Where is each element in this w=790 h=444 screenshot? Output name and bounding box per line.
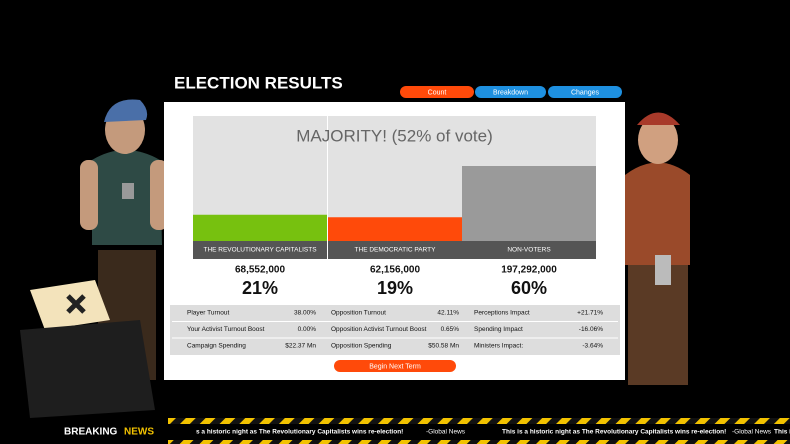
- title: ELECTION RESULTS: [174, 73, 343, 92]
- ticker-band: [0, 424, 790, 440]
- vote-share: 21%: [242, 278, 278, 298]
- bar-label-box: [328, 241, 462, 259]
- stat-value: 38.00%: [294, 310, 316, 317]
- vote-count: 197,292,000: [501, 265, 557, 276]
- ticker-label: BREAKING: [64, 427, 118, 438]
- stat-value: -16.06%: [579, 326, 603, 333]
- vote-share: 19%: [377, 278, 413, 298]
- party-name: NON-VOTERS: [507, 247, 551, 254]
- stat-value: $22.37 Mn: [285, 343, 316, 350]
- ticker-item: This is a hi: [774, 429, 790, 436]
- vote-share: 60%: [511, 278, 547, 298]
- vote-count: 62,156,000: [370, 265, 420, 276]
- tab-label[interactable]: Count: [428, 89, 447, 96]
- begin-button[interactable]: [334, 360, 456, 372]
- stat-value: $50.58 Mn: [428, 343, 459, 350]
- ticker-item: -Global News: [732, 429, 772, 436]
- stat-value: +21.71%: [577, 310, 603, 317]
- ticker-label-box: [0, 418, 168, 444]
- stat-label: Campaign Spending: [187, 343, 246, 350]
- ticker-item: s a historic night as The Revolutionary …: [196, 429, 403, 436]
- stat-label: Opposition Turnout: [331, 310, 386, 317]
- stat-value: 0.65%: [441, 326, 460, 333]
- ballot-box: [20, 280, 155, 418]
- tab-label[interactable]: Changes: [571, 89, 600, 96]
- tab[interactable]: [400, 86, 474, 98]
- stat-value: 0.00%: [298, 326, 317, 333]
- headline: MAJORITY! (52% of vote): [296, 126, 493, 145]
- right-character: [625, 112, 690, 385]
- bar: [328, 217, 462, 241]
- stat-label: Player Turnout: [187, 310, 229, 317]
- tab[interactable]: [475, 86, 546, 98]
- tab[interactable]: [548, 86, 622, 98]
- vote-count: 68,552,000: [235, 265, 285, 276]
- left-character: [80, 99, 168, 380]
- stat-label: Perceptions Impact: [474, 310, 530, 317]
- ticker-label: NEWS: [124, 427, 154, 438]
- begin-button-label[interactable]: Begin Next Term: [369, 363, 421, 370]
- stats-box: [170, 305, 620, 355]
- bar-label-box: [193, 241, 327, 259]
- party-name: THE DEMOCRATIC PARTY: [355, 247, 437, 254]
- ticker-item: This is a historic night as The Revoluti…: [502, 429, 726, 436]
- bar: [462, 166, 596, 241]
- stat-label: Opposition Activist Turnout Boost: [331, 326, 427, 333]
- stat-label: Opposition Spending: [331, 343, 392, 350]
- stat-value: 42.11%: [437, 310, 459, 317]
- ticker-item: -Global News: [426, 429, 466, 436]
- stat-value: -3.64%: [582, 343, 603, 350]
- stat-label: Ministers Impact:: [474, 343, 523, 350]
- bar: [193, 214, 327, 241]
- stat-label: Spending Impact: [474, 326, 523, 333]
- bar-label-box: [462, 241, 596, 259]
- party-name: THE REVOLUTIONARY CAPITALISTS: [203, 247, 317, 254]
- tab-label[interactable]: Breakdown: [493, 89, 528, 96]
- stat-label: Your Activist Turnout Boost: [187, 326, 265, 333]
